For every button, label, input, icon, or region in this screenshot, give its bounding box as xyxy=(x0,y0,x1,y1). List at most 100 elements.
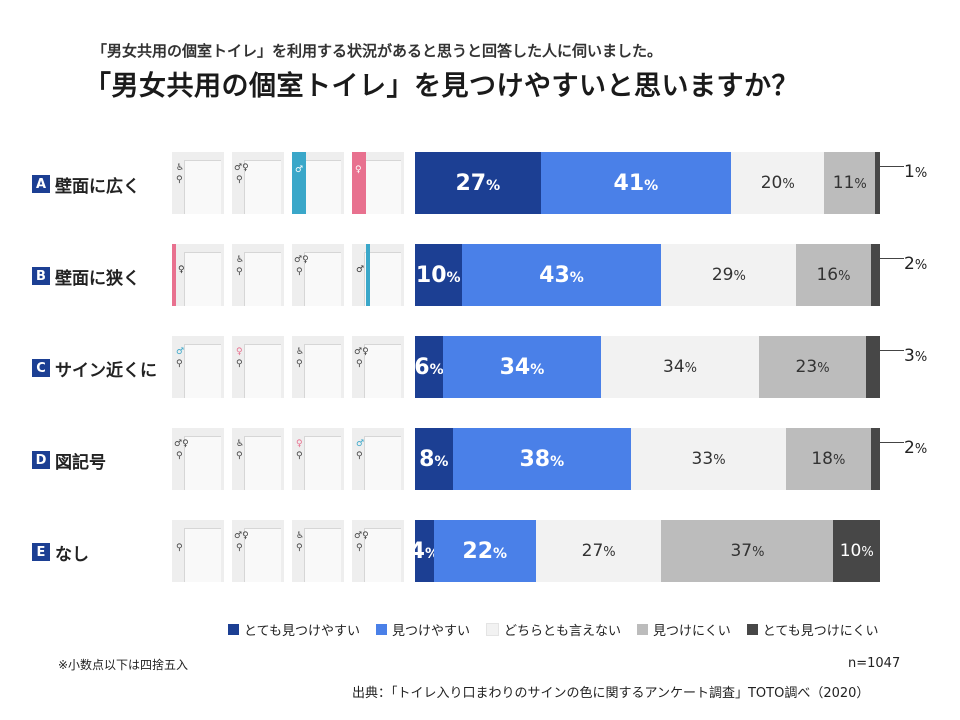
bar-segment: 20% xyxy=(731,152,825,214)
bar-segment: 27% xyxy=(415,152,541,214)
color-strip xyxy=(352,152,366,214)
door-shape xyxy=(184,436,221,490)
toilet-sign-icon: ♂ xyxy=(176,347,185,357)
data-label-unit: % xyxy=(914,442,928,457)
data-label-unit: % xyxy=(914,350,928,365)
toilet-sign-icon: ⚲ xyxy=(236,451,243,461)
data-label-unit: % xyxy=(713,453,726,468)
bar-segment: 6% xyxy=(414,336,444,398)
data-label-value: 33 xyxy=(691,449,714,469)
door-photo: ♂ xyxy=(352,244,404,306)
bar-segment: 10% xyxy=(833,520,880,582)
legend-swatch xyxy=(485,623,499,636)
toilet-sign-icon: ⚲ xyxy=(236,175,243,185)
data-label: 10% xyxy=(840,541,874,561)
toilet-sign-icon: ⚲ xyxy=(176,359,183,369)
data-label-value: 11 xyxy=(832,173,855,193)
data-label-unit: % xyxy=(838,269,851,284)
bar-segment xyxy=(875,152,880,214)
source-citation: 出典：「トイレ入り口まわりのサインの色に関するアンケート調査」TOTO調べ（20… xyxy=(352,686,870,701)
toilet-sign-icon: ♀ xyxy=(296,439,303,449)
toilet-sign-icon: ♂♀ xyxy=(234,531,249,541)
door-photo: ♂ ⚲ xyxy=(352,428,404,490)
data-label-unit: % xyxy=(914,258,928,273)
data-label-unit: % xyxy=(733,269,746,284)
row-label: C サイン近くに xyxy=(32,356,157,381)
data-label: 3% xyxy=(904,346,927,366)
bar-segment: 11% xyxy=(824,152,876,214)
rounding-note: ※小数点以下は四捨五入 xyxy=(58,658,189,672)
data-label-value: 2 xyxy=(904,438,915,458)
row-letter-badge: B xyxy=(32,267,50,285)
toilet-sign-icon: ♿ xyxy=(236,255,245,265)
data-label: 43% xyxy=(539,263,584,288)
data-label-value: 3 xyxy=(904,346,915,366)
row-label: B 壁面に狭く xyxy=(32,264,140,289)
data-label-value: 10 xyxy=(839,541,862,561)
legend-label: 見つけやすい xyxy=(391,624,470,639)
bar-segment: 4% xyxy=(410,520,439,582)
data-label-value: 6 xyxy=(414,354,430,380)
leader-line xyxy=(880,442,904,443)
data-label-value: 43 xyxy=(539,262,570,288)
data-label: 23% xyxy=(796,357,830,377)
legend: とても見つけやすい 見つけやすい どちらとも言えない 見つけにくい とても見つけにくい xyxy=(228,620,894,639)
data-label-value: 10 xyxy=(415,262,447,288)
data-label-value: 8 xyxy=(419,446,435,472)
door-shape xyxy=(304,528,341,582)
toilet-sign-icon: ♂ xyxy=(356,439,365,449)
toilet-sign-icon: ⚲ xyxy=(236,543,243,553)
door-photo: ♿ ⚲ xyxy=(232,244,284,306)
chart-row: C サイン近くに ♂ ⚲ ♀ ⚲ ♿ ⚲ ♂♀ ⚲ 6% 34% 34% 23% 3% xyxy=(0,336,960,398)
door-shape xyxy=(304,160,341,214)
data-label-value: 27 xyxy=(581,541,604,561)
toilet-sign-icon: ⚲ xyxy=(176,175,183,185)
door-photos: ⚲ ♂♀ ⚲ ♿ ⚲ ♂♀ ⚲ xyxy=(172,520,412,582)
row-label-text: なし xyxy=(55,544,89,565)
data-label-unit: % xyxy=(752,545,765,560)
door-shape xyxy=(304,252,341,306)
color-strip xyxy=(172,244,176,306)
data-label: 16% xyxy=(816,265,850,285)
bar-segment: 18% xyxy=(786,428,871,490)
data-label-unit: % xyxy=(782,177,795,192)
bar-segment: 27% xyxy=(535,520,662,582)
door-photo: ♂♀ ⚲ xyxy=(352,336,404,398)
bar-segment xyxy=(870,428,880,490)
data-label-unit: % xyxy=(429,361,444,378)
data-label-unit: % xyxy=(861,545,874,560)
data-label-value: 27 xyxy=(455,170,487,196)
chart-row: E なし ⚲ ♂♀ ⚲ ♿ ⚲ ♂♀ ⚲ 4% 22% 27% 37% 10% xyxy=(0,520,960,582)
row-label: D 図記号 xyxy=(32,448,106,473)
door-photos: ♂♀ ⚲ ♿ ⚲ ♀ ⚲ ♂ ⚲ xyxy=(172,428,412,490)
toilet-sign-icon: ♿ xyxy=(296,347,305,357)
legend-swatch xyxy=(637,624,648,635)
door-shape xyxy=(244,436,281,490)
data-label-value: 34 xyxy=(499,354,531,380)
bar-segment: 37% xyxy=(661,520,834,582)
leader-line xyxy=(880,350,904,351)
data-label-unit: % xyxy=(644,177,659,194)
door-photo: ♿ ⚲ xyxy=(292,520,344,582)
data-label: 2% xyxy=(904,438,927,458)
data-label-unit: % xyxy=(832,453,846,468)
data-label-value: 37 xyxy=(730,541,753,561)
toilet-sign-icon: ⚲ xyxy=(176,543,183,553)
toilet-sign-icon: ♂ xyxy=(295,165,304,175)
door-shape xyxy=(364,344,401,398)
data-label: 27% xyxy=(582,541,616,561)
data-label-unit: % xyxy=(550,453,565,470)
data-label-value: 2 xyxy=(904,254,915,274)
row-letter-badge: D xyxy=(32,451,50,469)
bar-segment: 34% xyxy=(600,336,760,398)
door-photo: ⚲ xyxy=(172,520,224,582)
door-photos: ♂ ⚲ ♀ ⚲ ♿ ⚲ ♂♀ ⚲ xyxy=(172,336,412,398)
legend-swatch xyxy=(746,624,758,635)
bar-segment: 43% xyxy=(461,244,662,306)
door-shape xyxy=(244,160,281,214)
door-photo: ♿ ⚲ xyxy=(292,336,344,398)
door-shape xyxy=(184,528,221,582)
chart-row: A 壁面に広く ♿ ⚲ ♂♀ ⚲ ♂ ♀ 27% 41% 20% 11% 1% xyxy=(0,152,960,214)
toilet-sign-icon: ♂♀ xyxy=(294,255,309,265)
bar-segment: 10% xyxy=(415,244,462,306)
